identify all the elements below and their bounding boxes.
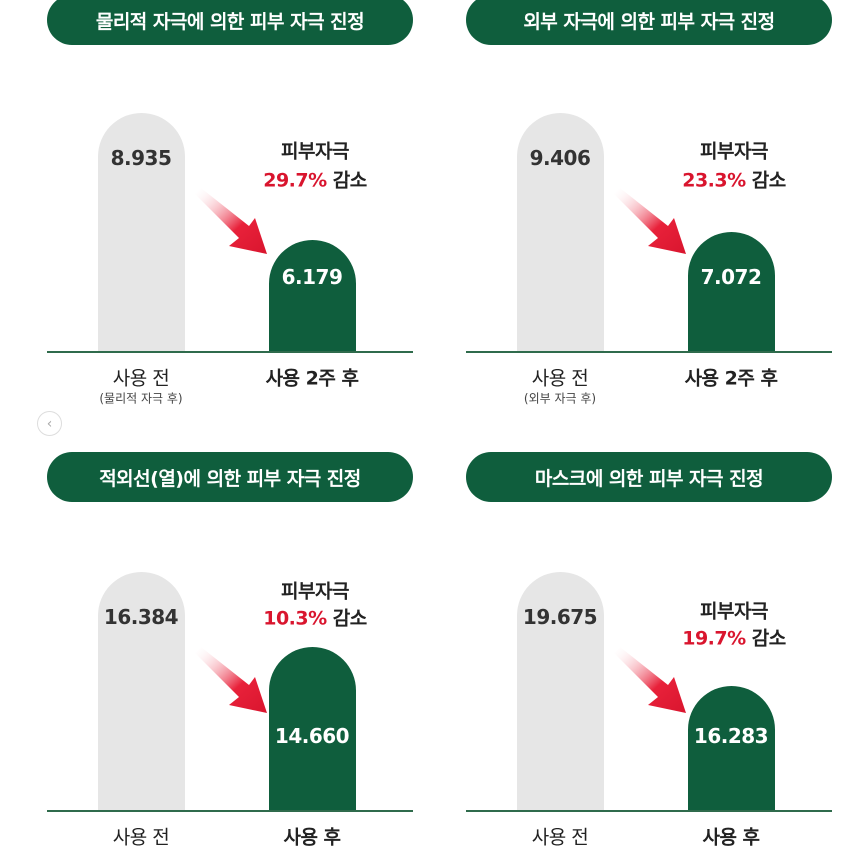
decrease-word: 감소 [332,169,367,192]
x-tick-label-before: 사용 전 [112,826,170,849]
down-arrow-icon [614,188,686,254]
category-note: (외부 자극 후) [523,391,597,406]
decrease-word: 감소 [751,627,786,650]
chevron-left-icon: ‹ [46,415,53,432]
x-tick-label-after: 사용 2주 후 [684,367,778,390]
annotation-decrease: 29.7% 감소 [245,166,385,193]
bar-after [269,647,356,811]
chart-title: 외부 자극에 의한 피부 자극 진정 [466,0,832,45]
decrease-percent: 10.3% [263,607,327,630]
annotation-decrease: 19.7% 감소 [664,624,804,651]
data-label-after: 6.179 [281,265,343,289]
annotation-decrease: 23.3% 감소 [664,166,804,193]
bar-after [688,686,775,811]
x-tick-label-before: 사용 전 [531,367,589,390]
decrease-percent: 19.7% [682,627,746,650]
baseline [466,351,832,353]
data-label-after: 7.072 [700,265,762,289]
decrease-percent: 23.3% [682,169,746,192]
bar-before [98,572,185,811]
x-tick-label-after: 사용 후 [283,826,341,849]
data-label-after: 16.283 [693,724,769,748]
carousel-prev-button[interactable]: ‹ [37,411,62,436]
chart-title: 적외선(열)에 의한 피부 자극 진정 [47,452,413,502]
baseline [47,351,413,353]
baseline [47,810,413,812]
data-label-before: 19.675 [522,605,598,629]
annotation-title: 피부자극 [700,600,768,623]
data-label-after: 14.660 [274,724,350,748]
data-label-before: 8.935 [110,146,172,170]
down-arrow-icon [614,647,686,713]
decrease-word: 감소 [751,169,786,192]
x-tick-label-after: 사용 2주 후 [265,367,359,390]
data-label-before: 16.384 [103,605,179,629]
bar-before [517,113,604,352]
decrease-percent: 29.7% [263,169,327,192]
annotation-title: 피부자극 [700,140,768,163]
x-tick-label-before: 사용 전 [112,367,170,390]
x-tick-label-before: 사용 전 [531,826,589,849]
bar-before [517,572,604,811]
chart-title: 마스크에 의한 피부 자극 진정 [466,452,832,502]
x-tick-label-after: 사용 후 [702,826,760,849]
baseline [466,810,832,812]
chart-title: 물리적 자극에 의한 피부 자극 진정 [47,0,413,45]
bar-before [98,113,185,352]
annotation-title: 피부자극 [281,580,349,603]
annotation-title: 피부자극 [281,140,349,163]
down-arrow-icon [195,188,267,254]
data-label-before: 9.406 [529,146,591,170]
bar-after [269,240,356,352]
annotation-decrease: 10.3% 감소 [245,604,385,631]
decrease-word: 감소 [332,607,367,630]
bar-after [688,232,775,352]
category-note: (물리적 자극 후) [99,391,183,406]
down-arrow-icon [195,647,267,713]
